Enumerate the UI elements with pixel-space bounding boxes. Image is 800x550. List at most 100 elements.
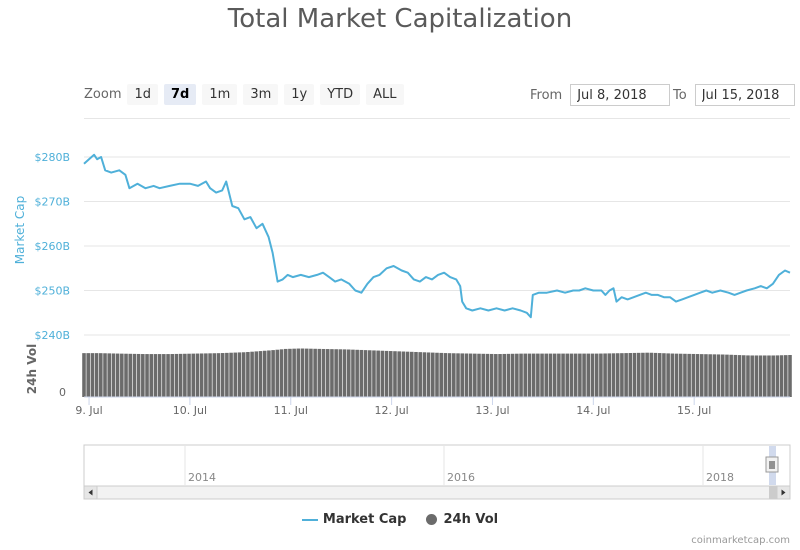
volume-bar xyxy=(397,351,401,397)
volume-bar xyxy=(590,353,595,397)
volume-bar xyxy=(691,353,696,397)
volume-bar xyxy=(536,353,540,397)
zoom-3m-button[interactable]: 3m xyxy=(243,83,279,105)
volume-bar xyxy=(653,352,658,397)
volume-bar xyxy=(746,355,750,397)
volume-bar xyxy=(594,353,599,397)
volume-bar xyxy=(254,351,259,397)
volume-bar xyxy=(531,353,536,397)
zoom-1m-button[interactable]: 1m xyxy=(202,83,238,105)
x-tick-label: 11. Jul xyxy=(274,404,308,417)
volume-bar xyxy=(716,354,721,397)
volume-bar xyxy=(346,349,351,397)
volume-bar xyxy=(271,350,275,397)
volume-bar xyxy=(557,353,561,397)
volume-bar xyxy=(750,355,754,397)
volume-bar xyxy=(99,353,103,397)
volume-bar xyxy=(309,348,313,397)
volume-bar xyxy=(355,349,359,397)
volume-bar xyxy=(494,354,498,397)
volume-bar xyxy=(662,353,666,397)
volume-bar xyxy=(649,352,654,397)
volume-bar xyxy=(426,352,431,397)
navigator-area[interactable] xyxy=(83,444,791,487)
volume-bar xyxy=(275,349,280,397)
volume-bar xyxy=(296,348,301,397)
volume-bar xyxy=(611,353,616,397)
volume-bar xyxy=(325,349,330,397)
volume-bar xyxy=(94,353,99,397)
legend-24h-vol[interactable]: 24h Vol xyxy=(426,512,498,527)
range-to: To xyxy=(673,84,795,106)
y-tick-label: $280B xyxy=(34,151,70,164)
volume-bar xyxy=(628,353,633,397)
navigator-year-2016: 2016 xyxy=(447,471,475,484)
volume-bar xyxy=(544,353,549,397)
volume-bar xyxy=(431,352,435,397)
volume-bar xyxy=(405,351,410,397)
volume-bar xyxy=(645,352,649,397)
volume-bar xyxy=(578,353,582,397)
navigator-year-2018: 2018 xyxy=(706,471,734,484)
y-tick-label: $260B xyxy=(34,240,70,253)
volume-bar xyxy=(174,353,179,397)
volume-bar xyxy=(241,352,246,397)
credits-link[interactable]: coinmarketcap.com xyxy=(691,535,790,546)
volume-bar xyxy=(279,349,284,397)
volume-bar xyxy=(460,353,465,397)
zoom-1y-button[interactable]: 1y xyxy=(284,83,315,105)
volume-bar xyxy=(262,350,267,397)
range-from: From xyxy=(530,84,671,106)
volume-bar xyxy=(166,354,170,397)
toolbar-divider xyxy=(84,118,790,119)
volume-bar xyxy=(204,353,208,397)
volume-bar xyxy=(233,352,238,397)
zoom-all-button[interactable]: ALL xyxy=(366,83,404,105)
scrollbar[interactable] xyxy=(83,485,791,500)
volume-bar xyxy=(481,353,486,397)
volume-bar xyxy=(153,354,158,397)
volume-bar xyxy=(439,352,443,397)
scrollbar-thumb[interactable] xyxy=(769,486,777,499)
volume-bar xyxy=(704,354,708,397)
volume-bar xyxy=(636,352,641,397)
scroll-right-arrow-icon xyxy=(781,489,786,496)
navigator[interactable]: 2014 2016 2018 xyxy=(83,444,791,487)
zoom-ytd-button[interactable]: YTD xyxy=(320,83,361,105)
volume-bar xyxy=(82,353,86,397)
volume-bar xyxy=(418,352,422,397)
volume-bar xyxy=(678,353,683,397)
volume-bar xyxy=(409,351,414,397)
volume-bar xyxy=(498,354,502,397)
legend: Market Cap 24h Vol xyxy=(0,512,800,527)
volume-bar xyxy=(157,354,162,397)
legend-market-cap[interactable]: Market Cap xyxy=(301,512,406,527)
volume-bar xyxy=(712,354,717,397)
volume-bar xyxy=(342,349,347,397)
from-date-input[interactable] xyxy=(570,84,671,106)
from-label: From xyxy=(530,87,563,103)
x-tick-label: 10. Jul xyxy=(173,404,207,417)
volume-bar xyxy=(599,353,603,397)
volume-bar xyxy=(607,353,612,397)
scrollbar-track[interactable] xyxy=(83,485,791,500)
volume-bar xyxy=(401,351,406,397)
x-tick-label: 14. Jul xyxy=(576,404,610,417)
volume-bar xyxy=(548,353,553,397)
y-axis-title: Market Cap xyxy=(13,196,27,264)
y-tick-label: $240B xyxy=(34,329,70,342)
zoom-1d-button[interactable]: 1d xyxy=(127,83,159,105)
volume-bar xyxy=(767,355,771,397)
volume-bar xyxy=(107,353,112,397)
volume-bar xyxy=(111,353,116,397)
volume-bar xyxy=(246,352,250,397)
volume-axis-title: 24h Vol xyxy=(25,344,39,394)
to-date-input[interactable] xyxy=(694,84,795,106)
legend-24h-vol-label: 24h Vol xyxy=(443,512,499,527)
volume-bar xyxy=(229,352,233,397)
volume-dot-icon xyxy=(426,514,438,525)
zoom-7d-button[interactable]: 7d xyxy=(164,83,197,105)
volume-bar xyxy=(120,353,124,397)
market-cap-line-icon xyxy=(301,518,318,521)
volume-bar xyxy=(443,353,448,397)
